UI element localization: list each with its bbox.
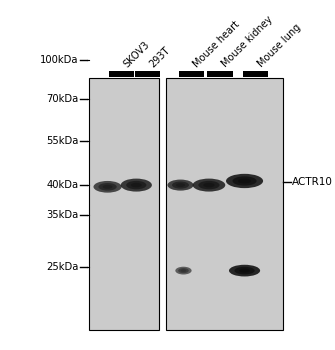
Text: 100kDa: 100kDa	[40, 55, 78, 64]
Ellipse shape	[226, 174, 263, 188]
Bar	[207, 71, 233, 77]
Ellipse shape	[234, 267, 255, 274]
Bar	[135, 71, 160, 77]
Ellipse shape	[176, 183, 185, 187]
Ellipse shape	[126, 181, 146, 189]
Text: Mouse lung: Mouse lung	[256, 23, 303, 69]
Text: Mouse kidney: Mouse kidney	[220, 15, 275, 69]
Text: 293T: 293T	[147, 45, 172, 69]
Text: 35kDa: 35kDa	[46, 210, 78, 219]
Ellipse shape	[198, 181, 219, 189]
Ellipse shape	[193, 178, 225, 191]
Bar	[89, 78, 158, 330]
Ellipse shape	[203, 183, 215, 187]
Ellipse shape	[175, 267, 192, 274]
Ellipse shape	[229, 265, 260, 277]
Ellipse shape	[103, 185, 113, 189]
Text: Mouse heart: Mouse heart	[192, 19, 242, 69]
Text: SKOV3: SKOV3	[122, 40, 151, 69]
Bar	[179, 71, 204, 77]
Ellipse shape	[93, 181, 122, 193]
Ellipse shape	[168, 180, 194, 191]
Bar	[243, 71, 268, 77]
Bar	[166, 78, 283, 330]
Ellipse shape	[98, 183, 117, 191]
Ellipse shape	[178, 268, 189, 273]
Ellipse shape	[181, 269, 186, 272]
Ellipse shape	[121, 178, 152, 191]
Text: 70kDa: 70kDa	[46, 94, 78, 104]
Ellipse shape	[239, 268, 250, 273]
Ellipse shape	[238, 178, 251, 183]
Ellipse shape	[232, 176, 257, 186]
Text: 40kDa: 40kDa	[46, 180, 78, 190]
Ellipse shape	[131, 183, 142, 187]
Text: ACTR10: ACTR10	[292, 177, 333, 187]
Text: 25kDa: 25kDa	[46, 261, 78, 272]
Text: 55kDa: 55kDa	[46, 135, 78, 146]
Ellipse shape	[172, 182, 189, 189]
Bar	[109, 71, 134, 77]
